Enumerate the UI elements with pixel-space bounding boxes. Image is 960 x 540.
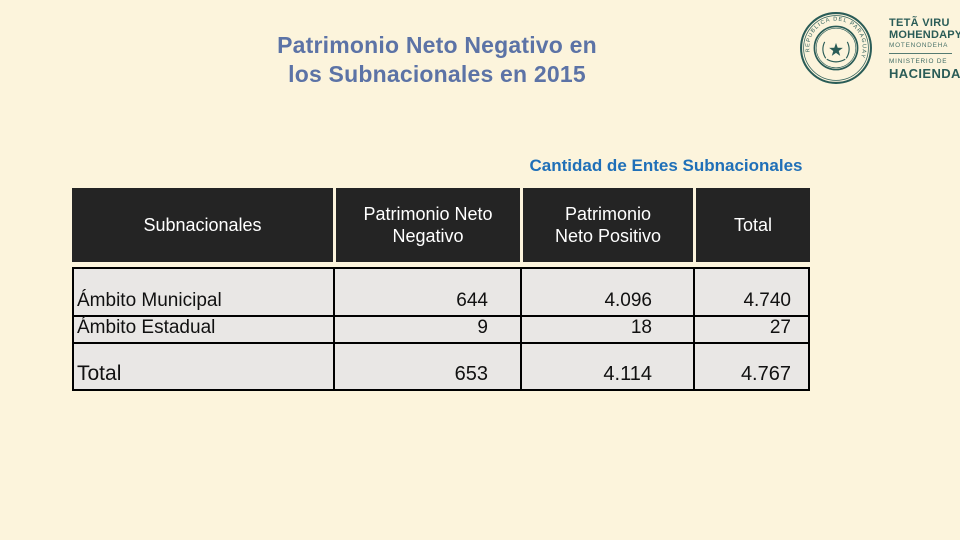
logo-org-line2: MOHENDAPY [889, 29, 960, 41]
ministry-logo-text: TETÃ VIRU MOHENDAPY MOTENONDEHA MINISTER… [889, 17, 960, 81]
row-label: Ámbito Estadual [77, 317, 216, 338]
logo-ministry-line2: HACIENDA [889, 66, 960, 81]
logo-org-line3: MOTENONDEHA [889, 42, 949, 49]
cell-neto-positivo: 18 [520, 317, 693, 342]
seal-arc-text: REPUBLICA DEL PARAGUAY [805, 17, 865, 60]
slide-title-line1: Patrimonio Neto Negativo en [277, 32, 597, 58]
column-header-subnacionales: Subnacionales [143, 215, 262, 235]
table-row-ambito-municipal: Ámbito Municipal 644 4.096 4.740 [74, 269, 808, 315]
seal-laurel-bottom [826, 58, 846, 63]
seal-laurel-right [845, 41, 850, 59]
cell-neto-negativo: 653 [333, 344, 520, 389]
table-header-row: Subnacionales Patrimonio Neto Negativo P… [72, 188, 810, 262]
table-row-total: Total 653 4.114 4.767 [74, 342, 808, 389]
column-header-patrimonio-neto-positivo: Patrimonio Neto Positivo [520, 188, 693, 262]
seal-star-icon [829, 42, 843, 56]
column-header-patrimonio-neto-negativo: Patrimonio Neto Negativo [333, 188, 520, 262]
slide-title: Patrimonio Neto Negativo en los Subnacio… [75, 31, 799, 89]
seal-laurel-left [822, 41, 827, 59]
cell-neto-positivo: 4.096 [520, 269, 693, 315]
table-caption: Cantidad de Entes Subnacionales [529, 156, 803, 175]
cell-total: 27 [693, 317, 808, 342]
logo-ministry-line1: MINISTERIO DE [889, 58, 948, 65]
row-label: Total [77, 362, 122, 385]
cell-total: 4.740 [693, 269, 808, 315]
column-header-total: Total [693, 188, 810, 262]
paraguay-seal-icon: REPUBLICA DEL PARAGUAY [800, 12, 872, 84]
cell-total: 4.767 [693, 344, 808, 389]
logo-org-line1: TETÃ VIRU [889, 17, 950, 29]
subnacionales-table: Subnacionales Patrimonio Neto Negativo P… [72, 188, 810, 391]
table-row-ambito-estadual: Ámbito Estadual 9 18 27 [74, 315, 808, 342]
table-body: Ámbito Municipal 644 4.096 4.740 Ámbito … [72, 267, 810, 391]
cell-neto-negativo: 644 [333, 269, 520, 315]
slide-title-line2: los Subnacionales en 2015 [288, 61, 586, 87]
logo-divider [889, 53, 952, 54]
svg-text:REPUBLICA DEL PARAGUAY: REPUBLICA DEL PARAGUAY [805, 17, 867, 60]
cell-neto-positivo: 4.114 [520, 344, 693, 389]
row-label: Ámbito Municipal [77, 290, 222, 311]
cell-neto-negativo: 9 [333, 317, 520, 342]
